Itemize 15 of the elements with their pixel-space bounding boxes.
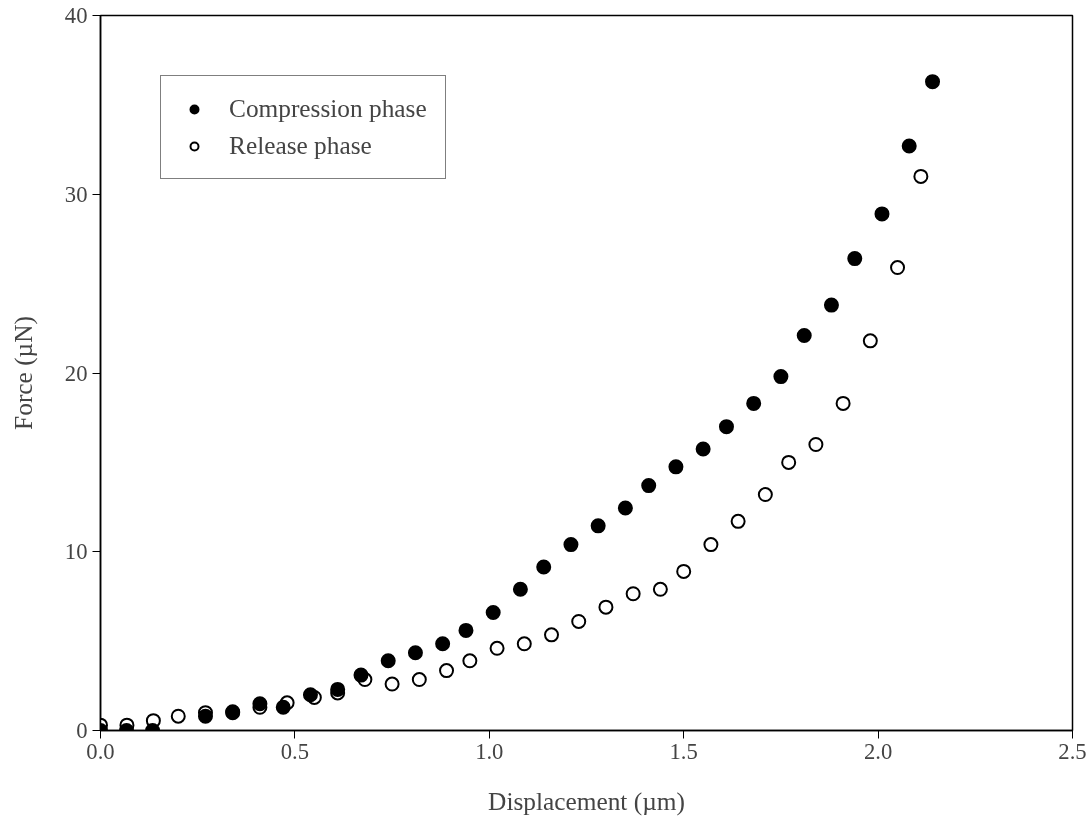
y-tick-label: 40 — [64, 3, 88, 28]
x-tick-label: 2.0 — [863, 738, 893, 764]
x-tick-label: 1.0 — [475, 738, 504, 764]
y-tick-label: 30 — [64, 181, 88, 207]
x-tick-label: 2.5 — [1058, 738, 1087, 764]
y-tick-label: 0 — [76, 718, 88, 743]
x-axis-title: Displacement (µm) — [488, 786, 685, 816]
legend-label: Release phase — [229, 131, 372, 160]
x-tick-label: 1.5 — [669, 738, 698, 764]
x-tick-label: 0.0 — [86, 738, 115, 764]
y-tick-label: 20 — [64, 360, 88, 386]
legend-label: Compression phase — [229, 94, 427, 123]
y-tick-label: 10 — [64, 539, 88, 565]
y-axis-title: Force (µN) — [8, 316, 38, 430]
x-tick-label: 0.5 — [280, 738, 310, 764]
